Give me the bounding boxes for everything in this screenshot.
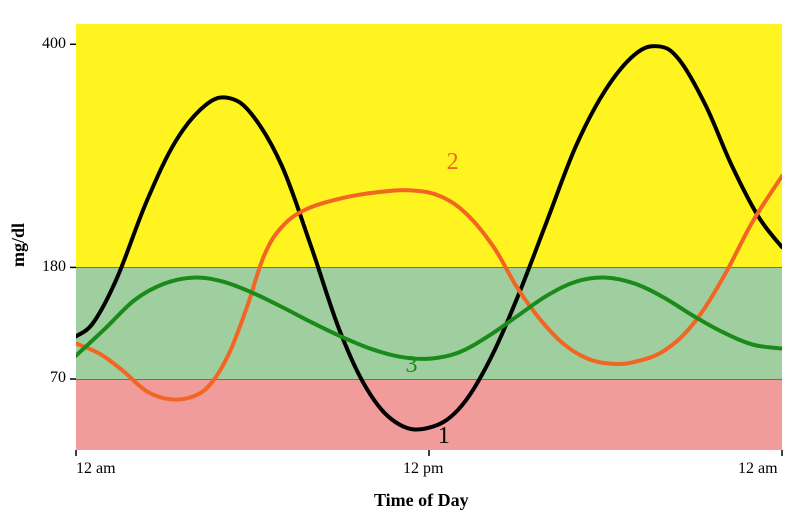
series-line-3 bbox=[76, 278, 782, 359]
y-tick-label: 180 bbox=[42, 258, 66, 276]
y-tick-label: 400 bbox=[42, 35, 66, 53]
glucose-chart: mg/dl Time of Day 7018040012 am12 pm12 a… bbox=[0, 0, 800, 530]
y-tick-label: 70 bbox=[50, 369, 66, 387]
series-line-1 bbox=[76, 46, 782, 429]
line-layer bbox=[0, 0, 800, 530]
x-tick-label: 12 am bbox=[76, 460, 116, 478]
series-line-2 bbox=[76, 176, 782, 399]
series-label-2: 2 bbox=[447, 149, 459, 176]
series-label-1: 1 bbox=[438, 423, 450, 450]
x-tick-label: 12 pm bbox=[403, 460, 443, 478]
series-label-3: 3 bbox=[405, 352, 417, 379]
x-tick-label: 12 am bbox=[738, 460, 778, 478]
